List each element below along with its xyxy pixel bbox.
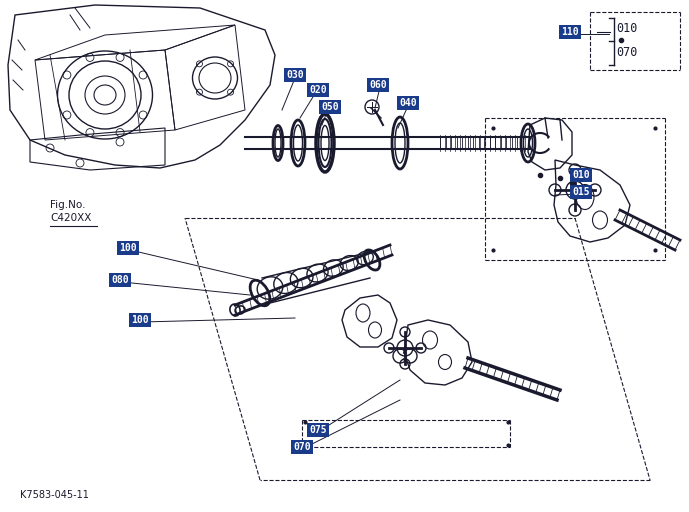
Text: 030: 030 (286, 70, 304, 80)
Circle shape (549, 184, 561, 196)
Text: 110: 110 (561, 27, 579, 37)
Circle shape (384, 343, 394, 353)
Text: 010: 010 (572, 170, 590, 180)
Circle shape (566, 181, 584, 199)
Text: 100: 100 (119, 243, 137, 253)
Text: 070: 070 (617, 46, 638, 58)
Text: 075: 075 (309, 425, 327, 435)
Circle shape (569, 204, 581, 216)
Text: Fig.No.: Fig.No. (50, 200, 85, 210)
Circle shape (400, 359, 410, 369)
Circle shape (397, 340, 413, 356)
Circle shape (416, 343, 426, 353)
Text: 010: 010 (617, 22, 638, 34)
Circle shape (569, 164, 581, 176)
Text: 060: 060 (369, 80, 387, 90)
Circle shape (589, 184, 601, 196)
Text: C420XX: C420XX (50, 213, 92, 223)
Text: 070: 070 (294, 442, 311, 452)
Text: 100: 100 (131, 315, 149, 325)
Text: 050: 050 (321, 102, 339, 112)
Text: 080: 080 (111, 275, 129, 285)
Text: 040: 040 (399, 98, 417, 108)
Circle shape (400, 327, 410, 337)
Text: 020: 020 (309, 85, 327, 95)
Text: K7583-045-11: K7583-045-11 (20, 490, 89, 500)
Text: 015: 015 (572, 187, 590, 197)
